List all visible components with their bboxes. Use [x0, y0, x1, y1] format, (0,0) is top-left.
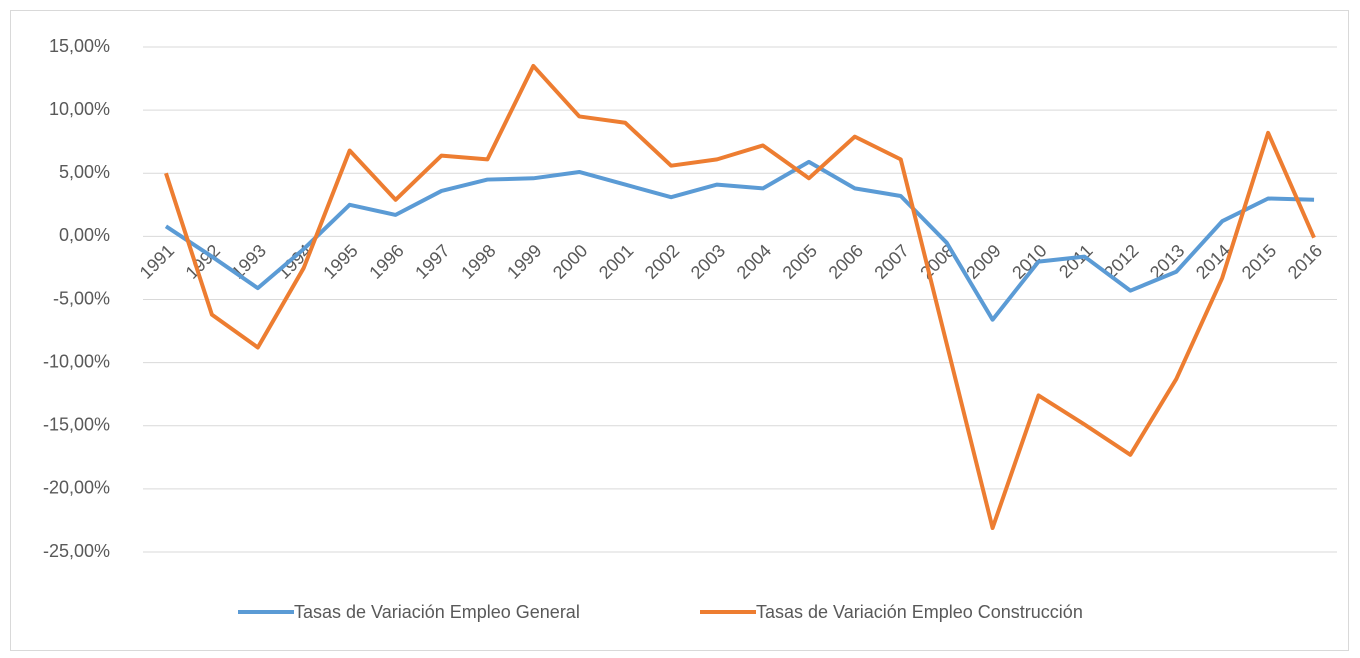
- y-tick-label: -20,00%: [43, 478, 110, 498]
- y-tick-label: -15,00%: [43, 415, 110, 435]
- series-line: [164, 159, 1315, 322]
- y-tick-label: -5,00%: [53, 288, 110, 308]
- y-tick-label: 0,00%: [59, 225, 110, 245]
- chart-frame: [10, 10, 1349, 651]
- y-tick-label: -10,00%: [43, 351, 110, 371]
- legend-label: Tasas de Variación Empleo General: [294, 602, 580, 622]
- y-tick-label: 5,00%: [59, 162, 110, 182]
- y-tick-label: 10,00%: [49, 99, 110, 119]
- legend-label: Tasas de Variación Empleo Construcción: [756, 602, 1083, 622]
- y-tick-label: -25,00%: [43, 541, 110, 561]
- y-tick-label: 15,00%: [49, 36, 110, 56]
- series-line: [164, 63, 1316, 531]
